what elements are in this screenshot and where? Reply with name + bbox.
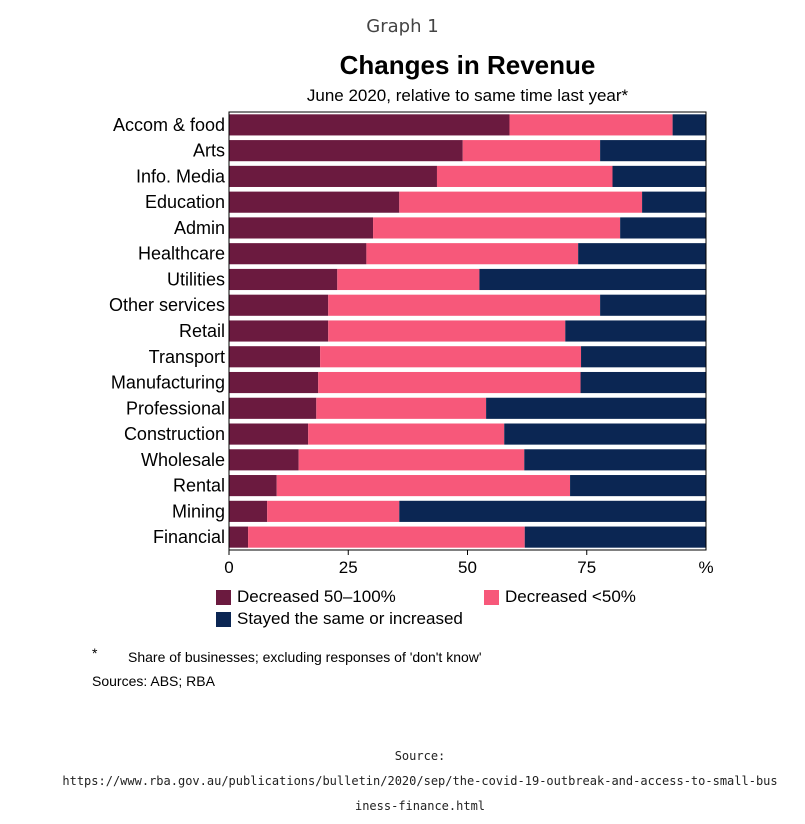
- bar-transport-series-0: [229, 346, 321, 368]
- category-label-healthcare: Healthcare: [138, 244, 225, 264]
- bar-info-media-series-1: [436, 165, 613, 187]
- bar-admin-series-1: [373, 217, 621, 239]
- legend-swatch: [216, 611, 231, 627]
- category-label-manufacturing: Manufacturing: [111, 373, 225, 393]
- category-label-education: Education: [145, 192, 225, 212]
- bar-manufacturing-series-1: [318, 371, 581, 394]
- bar-construction-series-0: [229, 423, 309, 445]
- graph-label: Graph 1: [366, 16, 439, 37]
- legend-label: Stayed the same or increased: [237, 609, 463, 628]
- bar-professional-series-1: [316, 397, 487, 419]
- bar-education-series-1: [399, 191, 643, 213]
- footnote-text: Share of businesses; excluding responses…: [128, 649, 482, 665]
- x-tick-label: 25: [339, 558, 358, 577]
- bar-financial-series-0: [229, 526, 249, 548]
- bar-admin-series-0: [229, 217, 374, 239]
- bar-arts-series-2: [600, 140, 706, 162]
- bar-other-services-series-2: [600, 294, 706, 316]
- bar-transport-series-1: [320, 346, 582, 368]
- bar-other-services-series-1: [328, 294, 601, 316]
- bar-utilities-series-1: [337, 268, 480, 291]
- footnote-asterisk: *: [92, 645, 98, 661]
- legend-swatch: [484, 589, 499, 605]
- category-label-retail: Retail: [179, 321, 225, 341]
- bars-layer: [229, 114, 706, 548]
- category-label-admin: Admin: [174, 218, 225, 238]
- revenue-chart: Accom & food Arts Info. Media Education Admi…: [109, 111, 714, 577]
- bar-retail-series-1: [328, 320, 566, 342]
- legend-label: Decreased 50–100%: [237, 587, 396, 606]
- bar-manufacturing-series-2: [580, 371, 706, 394]
- bar-utilities-series-2: [479, 268, 706, 291]
- bar-mining-series-1: [267, 500, 400, 522]
- x-axis-ticks: 0 25 50 75%: [224, 550, 714, 577]
- bar-education-series-2: [642, 191, 706, 213]
- bar-construction-series-1: [308, 423, 505, 445]
- category-label-other-services: Other services: [109, 295, 225, 315]
- bar-retail-series-2: [565, 320, 706, 342]
- plot-frame: [228, 111, 707, 551]
- bar-arts-series-0: [229, 140, 463, 162]
- bar-accom-food-series-2: [672, 114, 706, 136]
- legend-item-decreased-under-50: Decreased <50%: [484, 587, 636, 607]
- chart-subtitle: June 2020, relative to same time last ye…: [306, 86, 629, 105]
- x-tick-label: 0: [224, 558, 233, 577]
- chart-title: Changes in Revenue: [339, 50, 596, 80]
- category-label-arts: Arts: [193, 141, 225, 161]
- bar-education-series-0: [229, 191, 400, 213]
- x-tick-label: 75: [577, 558, 596, 577]
- legend-label: Decreased <50%: [505, 587, 636, 606]
- bar-wholesale-series-0: [229, 449, 299, 471]
- bar-info-media-series-0: [229, 165, 437, 187]
- bar-rental-series-0: [229, 475, 277, 497]
- bar-professional-series-2: [486, 397, 706, 419]
- bar-accom-food-series-0: [229, 114, 510, 136]
- category-label-construction: Construction: [124, 424, 225, 444]
- bar-arts-series-1: [462, 140, 601, 162]
- bar-healthcare-series-1: [366, 243, 579, 265]
- bar-financial-series-2: [524, 526, 706, 548]
- bar-mining-series-2: [399, 500, 706, 522]
- bar-accom-food-series-1: [509, 114, 673, 136]
- bar-construction-series-2: [504, 423, 706, 445]
- bar-admin-series-2: [620, 217, 706, 239]
- x-axis-unit-label: %: [698, 558, 713, 577]
- bar-wholesale-series-2: [524, 449, 706, 471]
- bar-rental-series-2: [570, 475, 706, 497]
- legend-swatch: [216, 589, 231, 605]
- category-label-wholesale: Wholesale: [141, 450, 225, 470]
- bar-mining-series-0: [229, 500, 268, 522]
- category-label-utilities: Utilities: [167, 269, 225, 289]
- bar-retail-series-0: [229, 320, 329, 342]
- legend-item-decreased-50-100: Decreased 50–100%: [216, 587, 396, 607]
- bar-healthcare-series-2: [578, 243, 706, 265]
- bar-utilities-series-0: [229, 268, 338, 291]
- bar-transport-series-2: [581, 346, 706, 368]
- category-label-transport: Transport: [149, 347, 225, 367]
- bar-other-services-series-0: [229, 294, 329, 316]
- sources-note: Sources: ABS; RBA: [92, 673, 215, 689]
- source-label: Source:: [394, 749, 446, 763]
- bar-rental-series-1: [276, 475, 571, 497]
- category-label-professional: Professional: [126, 398, 225, 418]
- bar-healthcare-series-0: [229, 243, 367, 265]
- bar-financial-series-1: [248, 526, 525, 548]
- bar-manufacturing-series-0: [229, 371, 319, 394]
- category-label-financial: Financial: [153, 527, 225, 547]
- source-block: Source: https://www.rba.gov.au/publicati…: [60, 744, 780, 819]
- bar-wholesale-series-1: [298, 449, 525, 471]
- category-label-info-media: Info. Media: [136, 166, 226, 186]
- bar-professional-series-0: [229, 397, 317, 419]
- legend-item-stayed-same: Stayed the same or increased: [216, 609, 463, 629]
- source-url[interactable]: https://www.rba.gov.au/publications/bull…: [62, 774, 778, 813]
- x-tick-label: 50: [458, 558, 477, 577]
- category-label-accom-food: Accom & food: [113, 115, 225, 135]
- category-label-rental: Rental: [173, 476, 225, 496]
- bar-info-media-series-2: [612, 165, 706, 187]
- category-label-mining: Mining: [172, 501, 225, 521]
- category-labels: Accom & food Arts Info. Media Education Admi…: [109, 115, 226, 547]
